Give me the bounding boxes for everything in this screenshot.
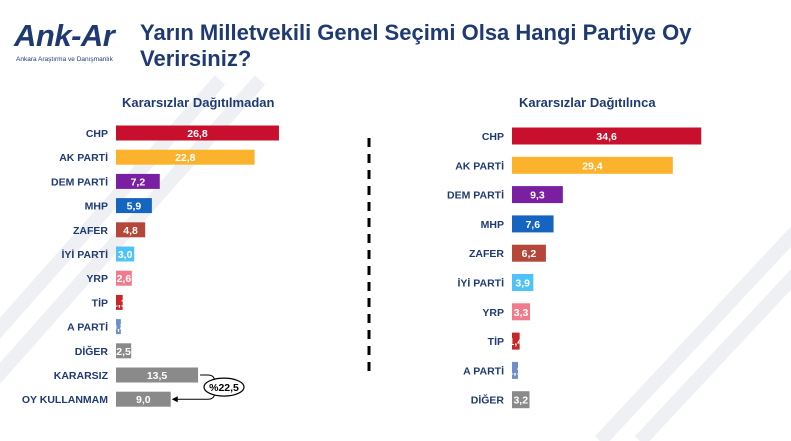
category-label: AK PARTİ (455, 159, 504, 172)
category-label: A PARTİ (463, 364, 504, 377)
page-title: Yarın Milletvekili Genel Seçimi Olsa Han… (140, 20, 692, 71)
category-label: CHP (482, 131, 504, 143)
bar (512, 156, 673, 174)
value-label: 26,8 (187, 128, 208, 140)
bar (512, 244, 546, 262)
value-label: 9,3 (530, 190, 545, 202)
annotation-arrow (171, 396, 178, 403)
bar (512, 332, 520, 350)
bar (116, 173, 160, 189)
value-label: 3,0 (118, 249, 133, 261)
bar (116, 270, 132, 286)
bar (116, 125, 279, 141)
value-label: 3,9 (515, 278, 530, 290)
annotation-label: %22,5 (209, 382, 239, 394)
value-label: 3,3 (514, 307, 529, 319)
category-label: ZAFER (73, 225, 108, 237)
value-label: 34,6 (596, 131, 617, 143)
logo-text: Ank-Ar (14, 18, 115, 53)
category-label: MHP (481, 219, 504, 231)
bar (512, 303, 531, 321)
category-label: ZAFER (469, 248, 504, 260)
bar (116, 391, 171, 407)
category-label: KARARSIZ (54, 370, 109, 382)
value-label: 5,9 (127, 201, 142, 213)
bar (116, 294, 123, 310)
value-label: 1,4 (509, 336, 524, 348)
value-label: 0,8 (111, 322, 126, 334)
value-label: 29,4 (582, 160, 603, 172)
value-label: 3,2 (513, 395, 528, 407)
category-label: İYİ PARTİ (62, 248, 109, 261)
value-label: 6,2 (522, 248, 537, 260)
annotation-oval (203, 377, 245, 397)
bar (116, 246, 135, 262)
bar (512, 215, 554, 233)
category-label: DEM PARTİ (447, 189, 504, 202)
bar (116, 222, 146, 238)
bar (116, 319, 121, 335)
bar (116, 149, 255, 165)
category-label: TİP (488, 335, 504, 348)
category-label: OY KULLANMAM (22, 394, 108, 406)
value-label: 7,6 (525, 219, 540, 231)
value-label: 2,6 (117, 273, 132, 285)
category-label: İYİ PARTİ (458, 277, 505, 290)
value-label: 4,8 (123, 225, 138, 237)
category-label: YRP (482, 307, 504, 319)
right-chart-title: Kararsızlar Dağıtılınca (519, 95, 656, 110)
category-label: A PARTİ (67, 321, 108, 334)
category-label: DİĞER (471, 394, 505, 407)
category-label: DİĞER (75, 345, 109, 358)
bar (512, 361, 519, 379)
category-label: YRP (86, 273, 108, 285)
value-label: 13,5 (147, 370, 168, 382)
bar (116, 198, 152, 214)
bar (512, 274, 534, 291)
bar (512, 186, 563, 204)
value-label: 1,1 (112, 297, 127, 309)
bar (512, 391, 530, 409)
value-label: 9,0 (136, 394, 151, 406)
category-label: TİP (92, 296, 108, 309)
bar (116, 367, 199, 383)
category-label: CHP (86, 128, 108, 140)
value-label: 1,1 (508, 365, 523, 377)
bar (116, 343, 132, 359)
category-label: DEM PARTİ (51, 175, 108, 188)
category-label: MHP (85, 201, 108, 213)
bar (512, 127, 702, 145)
value-label: 2,5 (116, 346, 131, 358)
category-label: AK PARTİ (59, 151, 108, 164)
value-label: 22,8 (175, 152, 196, 164)
left-chart-title: Kararsızlar Dağıtılmadan (122, 95, 275, 110)
logo-subtext: Ankara Araştırma ve Danışmanlık (16, 56, 113, 63)
value-label: 7,2 (131, 176, 146, 188)
